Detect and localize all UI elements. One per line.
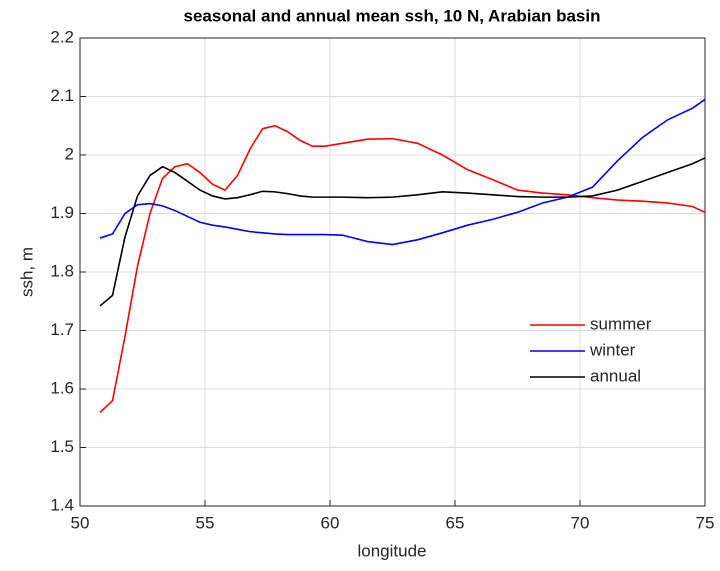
y-tick-label: 2.1 — [50, 86, 74, 105]
series-line — [99, 157, 706, 307]
x-tick-label: 50 — [71, 513, 90, 532]
x-tick-label: 60 — [321, 513, 340, 532]
y-tick-label: 1.8 — [50, 261, 74, 280]
y-tick-label: 1.7 — [50, 320, 74, 339]
y-tick-label: 1.9 — [50, 203, 74, 222]
y-tick-label: 1.5 — [50, 437, 74, 456]
series-line — [99, 98, 706, 246]
legend-label: summer — [590, 314, 652, 333]
y-tick-label: 2.2 — [50, 27, 74, 46]
x-axis-label: longitude — [357, 541, 426, 560]
x-tick-label: 70 — [571, 513, 590, 532]
x-tick-label: 75 — [696, 513, 715, 532]
y-tick-label: 2 — [65, 144, 74, 163]
legend-label: winter — [589, 340, 636, 359]
y-tick-label: 1.4 — [50, 495, 74, 514]
x-tick-label: 55 — [196, 513, 215, 532]
y-tick-label: 1.6 — [50, 378, 74, 397]
axes-frame — [79, 37, 706, 507]
chart-title: seasonal and annual mean ssh, 10 N, Arab… — [184, 6, 601, 25]
legend-label: annual — [590, 366, 641, 385]
y-axis-label: ssh, m — [17, 247, 36, 297]
x-tick-label: 65 — [446, 513, 465, 532]
